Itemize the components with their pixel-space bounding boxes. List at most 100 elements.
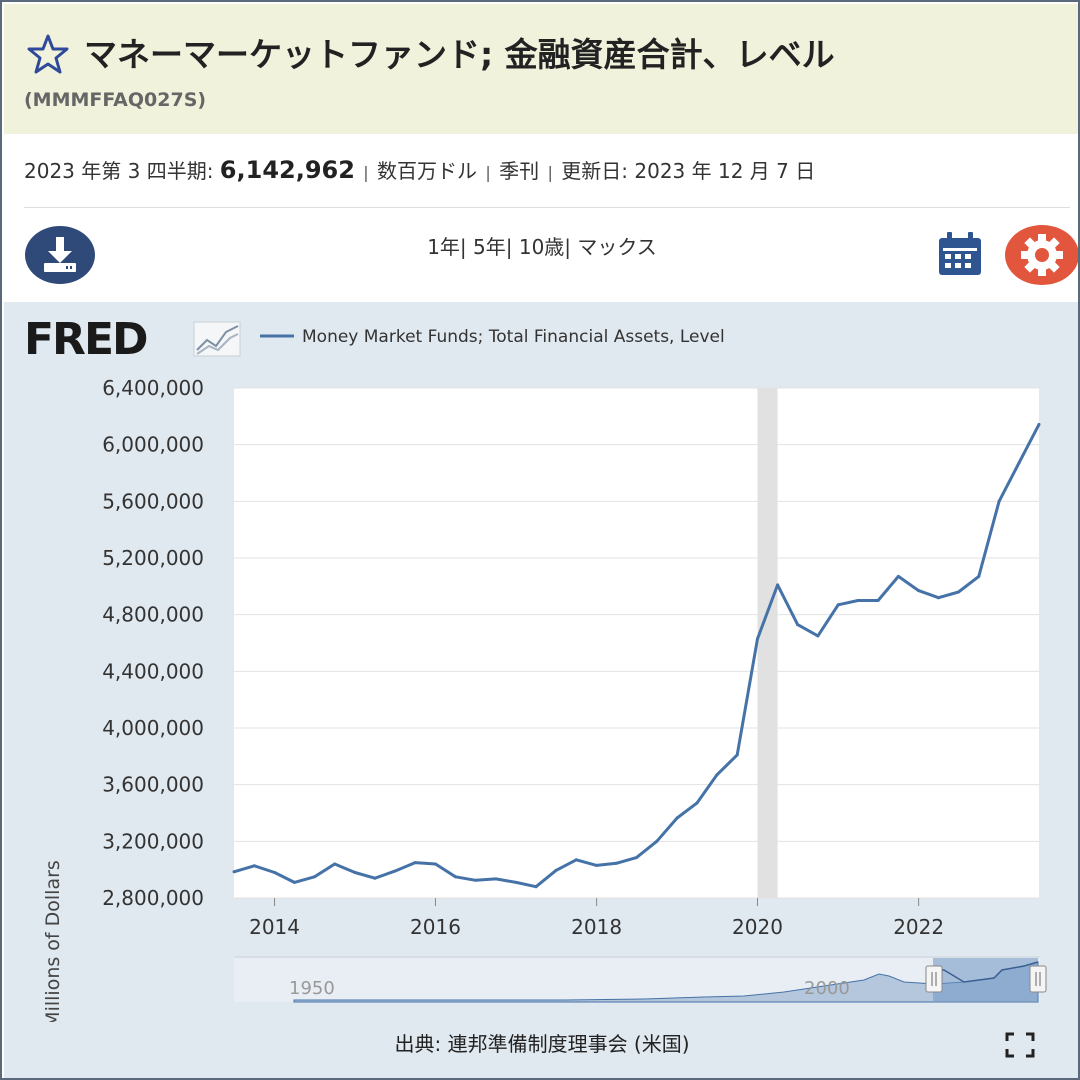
date-range-selector: 1年| 5年| 10歳| マックス xyxy=(2,231,1078,260)
data-point xyxy=(756,637,759,641)
source-note: 出典: 連邦準備制度理事会 (米国) xyxy=(394,1032,690,1056)
calendar-icon xyxy=(939,232,981,275)
frequency-label: 季刊 xyxy=(499,159,540,183)
fred-logo-text: FRED xyxy=(24,314,147,365)
data-point xyxy=(393,869,397,873)
navigator-label: 1950 xyxy=(289,978,335,999)
data-point xyxy=(655,839,659,843)
data-point xyxy=(997,499,1001,503)
calendar-button[interactable] xyxy=(936,230,984,278)
plot-area xyxy=(234,388,1039,898)
data-point xyxy=(574,858,578,862)
data-point xyxy=(796,623,800,627)
data-point xyxy=(896,574,900,578)
data-point xyxy=(232,870,236,874)
data-point xyxy=(252,864,256,868)
y-tick-label: 6,400,000 xyxy=(102,376,204,400)
gear-icon xyxy=(1021,234,1063,276)
y-tick-label: 3,200,000 xyxy=(102,829,204,853)
data-point xyxy=(876,599,880,602)
y-tick-label: 4,000,000 xyxy=(102,716,204,740)
data-point xyxy=(353,871,357,874)
legend-label: Money Market Funds; Total Financial Asse… xyxy=(302,327,725,347)
navigator-handle-right[interactable] xyxy=(1029,965,1047,993)
fred-logo: FRED xyxy=(24,314,241,365)
y-tick-label: 4,800,000 xyxy=(102,603,204,627)
navigator-handle-left[interactable] xyxy=(925,965,943,993)
data-point xyxy=(1037,422,1041,426)
data-point xyxy=(957,590,960,594)
data-point xyxy=(554,868,558,872)
data-point xyxy=(776,583,780,587)
observation-meta: 2023 年第 3 四半期: 6,142,962 | 数百万ドル | 季刊 | … xyxy=(24,155,815,184)
y-axis-label: Millions of Dollars xyxy=(42,860,64,1022)
download-icon xyxy=(44,237,76,272)
data-point xyxy=(313,875,316,879)
separator: | xyxy=(485,163,491,182)
data-point xyxy=(333,862,337,866)
recession-band xyxy=(757,388,778,898)
series-id: (MMMFFAQ027S) xyxy=(24,89,207,111)
settings-button[interactable] xyxy=(1004,224,1080,286)
chart: FRED Money Market Funds; Total Financial… xyxy=(24,314,1047,1022)
x-tick-label: 2018 xyxy=(571,915,622,939)
data-point xyxy=(675,816,679,820)
chart-panel: FRED Money Market Funds; Total Financial… xyxy=(4,302,1078,1078)
period-label: 2023 年第 3 四半期: xyxy=(24,159,214,183)
data-point xyxy=(937,596,940,600)
data-point xyxy=(917,589,921,593)
data-point xyxy=(494,877,498,881)
range-10y[interactable]: 10歳| xyxy=(518,235,572,259)
data-point xyxy=(292,880,296,884)
x-tick-label: 2014 xyxy=(249,915,300,939)
y-tick-label: 4,400,000 xyxy=(102,659,204,683)
data-point xyxy=(977,574,981,578)
data-point xyxy=(595,863,599,867)
range-1y[interactable]: 1年| xyxy=(427,235,467,259)
title-band xyxy=(4,4,1078,134)
x-tick-label: 2020 xyxy=(732,915,783,939)
data-point xyxy=(614,861,618,865)
data-point xyxy=(715,773,719,777)
divider xyxy=(24,207,1070,208)
units-label: 数百万ドル xyxy=(377,159,478,183)
separator: | xyxy=(547,163,553,182)
fullscreen-icon[interactable] xyxy=(1005,1032,1035,1058)
x-axis: 2014 2016 2018 2020 2022 xyxy=(249,898,944,939)
range-5y[interactable]: 5年| xyxy=(473,235,513,259)
y-axis: 6,400,000 6,000,000 5,600,000 5,200,000 4,80… xyxy=(102,376,204,910)
data-point xyxy=(454,875,457,879)
data-point xyxy=(434,862,437,866)
y-tick-label: 5,200,000 xyxy=(102,546,204,570)
data-point xyxy=(836,603,840,607)
latest-value: 6,142,962 xyxy=(219,156,355,184)
y-tick-label: 2,800,000 xyxy=(102,886,204,910)
navigator-label: 2000 xyxy=(804,978,850,999)
x-tick-label: 2022 xyxy=(893,915,944,939)
updated-date: 2023 年 12 月 7 日 xyxy=(634,159,816,183)
y-tick-label: 6,000,000 xyxy=(102,433,204,457)
data-point xyxy=(474,878,478,882)
range-max[interactable]: マックス xyxy=(577,235,657,259)
star-icon[interactable] xyxy=(26,32,70,76)
data-points xyxy=(232,422,1041,889)
separator: | xyxy=(363,163,369,182)
data-point xyxy=(695,801,699,805)
range-navigator[interactable]: 1950 2000 xyxy=(234,956,1047,1003)
data-point xyxy=(413,861,417,865)
data-point xyxy=(273,871,277,874)
data-point xyxy=(856,599,860,602)
data-point xyxy=(373,876,377,880)
updated-label: 更新日: xyxy=(561,159,629,183)
data-point xyxy=(635,856,638,860)
x-tick-label: 2016 xyxy=(410,915,461,939)
y-tick-label: 3,600,000 xyxy=(102,773,204,797)
data-point xyxy=(534,885,538,889)
data-point xyxy=(735,753,739,757)
data-point xyxy=(816,634,820,638)
grid-lines xyxy=(234,387,1039,899)
data-point xyxy=(1017,461,1021,465)
download-button[interactable] xyxy=(24,225,96,285)
data-point xyxy=(514,880,518,884)
